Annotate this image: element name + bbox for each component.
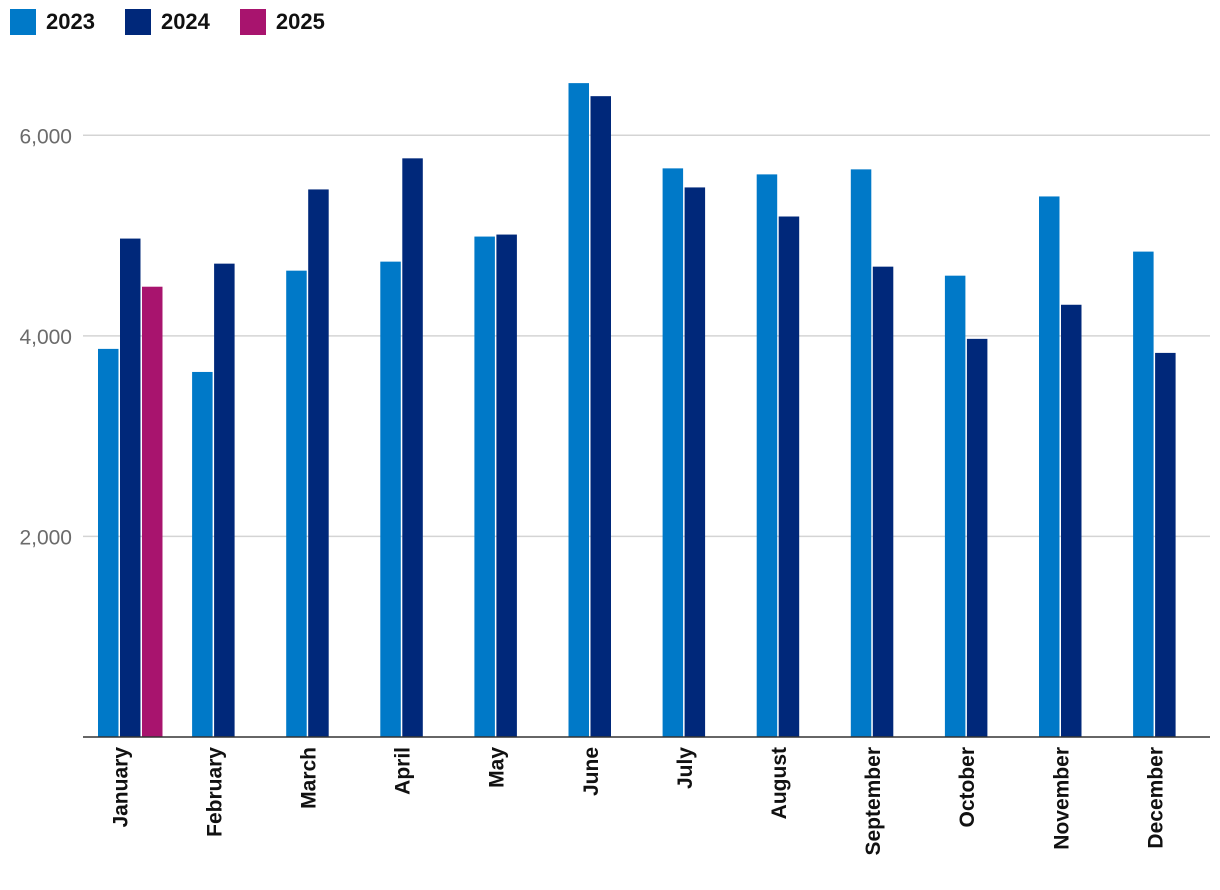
bar-2023-july <box>662 168 684 737</box>
bar-2024-september <box>872 266 894 737</box>
bar-2023-may <box>474 236 495 737</box>
x-tick-label-october: October <box>956 747 979 828</box>
bar-2025-january <box>142 286 163 737</box>
bar-2023-april <box>380 261 401 737</box>
bar-2024-april <box>402 158 423 737</box>
bars <box>98 83 1176 738</box>
legend-label-2025: 2025 <box>275 9 325 34</box>
bar-2023-october <box>944 275 966 737</box>
x-tick-label-december: December <box>1144 747 1167 849</box>
bar-2023-august <box>756 174 778 737</box>
legend: 2023 2024 2025 <box>10 9 355 35</box>
tick-labels: 2,000 4,000 6,000 January February March April… <box>19 125 1167 855</box>
bar-2023-march <box>286 270 307 737</box>
bar-2024-february <box>214 263 235 737</box>
legend-item-2025: 2025 <box>239 9 325 35</box>
bar-2023-september <box>850 169 872 737</box>
bar-2023-january <box>98 348 119 737</box>
y-tick-label-2000: 2,000 <box>19 526 72 549</box>
legend-swatch-2023 <box>10 9 36 35</box>
x-tick-label-february: February <box>203 747 226 837</box>
legend-item-2023: 2023 <box>10 9 95 35</box>
bar-2024-december <box>1155 352 1176 737</box>
legend-label-2023: 2023 <box>46 9 95 34</box>
legend-label-2024: 2024 <box>160 9 210 34</box>
legend-swatch-2025 <box>239 9 266 35</box>
x-tick-label-may: May <box>486 747 509 788</box>
x-tick-label-january: January <box>109 747 132 828</box>
gridlines <box>83 134 1210 538</box>
x-tick-label-june: June <box>580 747 603 796</box>
legend-swatch-2024 <box>124 9 151 35</box>
bar-2024-november <box>1061 304 1082 737</box>
bar-2023-february <box>192 371 213 737</box>
bar-2024-january <box>120 238 141 738</box>
bar-2024-june <box>590 96 611 738</box>
bar-2023-november <box>1039 196 1060 737</box>
x-tick-label-march: March <box>297 747 320 809</box>
bar-2023-june <box>568 83 589 738</box>
bar-2023-december <box>1133 251 1154 738</box>
x-tick-label-august: August <box>768 747 791 819</box>
bar-2024-august <box>778 216 800 737</box>
y-tick-label-6000: 6,000 <box>19 125 72 148</box>
legend-item-2024: 2024 <box>124 9 210 35</box>
bar-2024-october <box>966 338 988 737</box>
x-tick-label-april: April <box>392 747 415 795</box>
x-tick-label-july: July <box>674 747 697 789</box>
bar-2024-july <box>684 187 706 737</box>
y-tick-label-4000: 4,000 <box>19 326 72 349</box>
bar-2024-may <box>496 234 517 737</box>
x-tick-label-september: September <box>862 747 885 856</box>
x-tick-label-november: November <box>1050 747 1073 850</box>
bar-2024-march <box>308 189 329 737</box>
